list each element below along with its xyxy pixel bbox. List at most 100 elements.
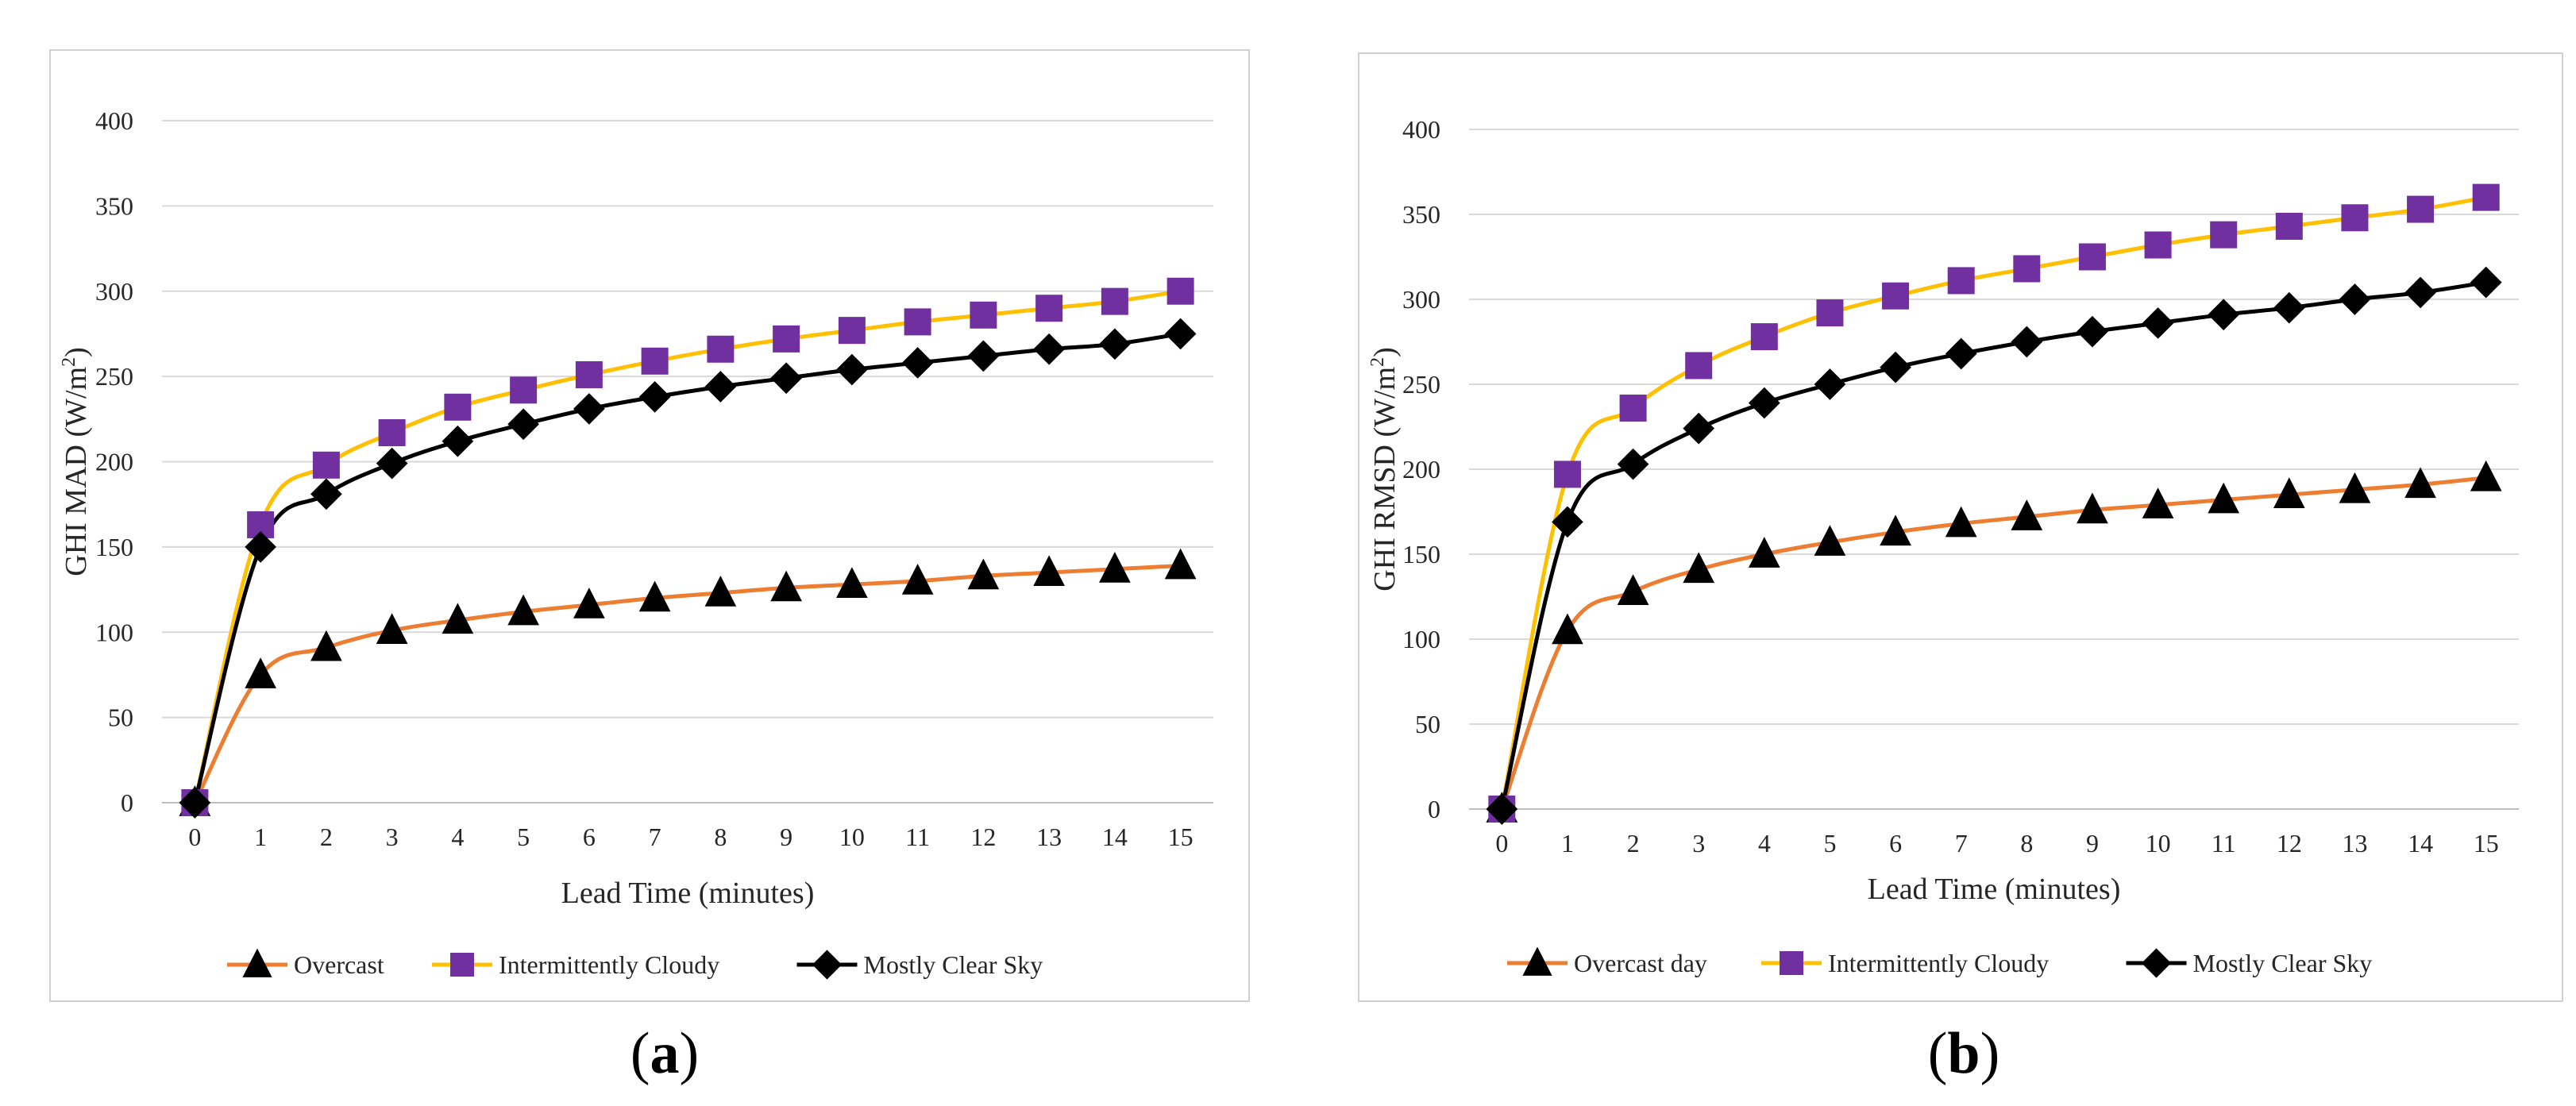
chart-a-x-tick-label: 14: [1102, 823, 1128, 851]
chart-b-y-tick-label: 250: [1402, 370, 1440, 399]
chart-b-point-2-3: [1685, 352, 1713, 380]
chart-a-point-3-14: [1099, 328, 1131, 360]
chart-b-point-2-1: [1553, 461, 1581, 488]
chart-b-y-tick-label: 400: [1402, 115, 1440, 144]
chart-b-y-tick-label: 150: [1402, 540, 1440, 568]
chart-a-point-2-15: [1167, 277, 1194, 305]
chart-b-point-2-9: [2078, 243, 2106, 271]
chart-a-legend-item-3: Mostly Clear Sky: [796, 950, 1043, 980]
chart-a-point-1-12: [967, 558, 1000, 590]
chart-b-y-tick-label: 200: [1402, 455, 1440, 484]
chart-a-point-2-11: [904, 308, 931, 336]
chart-a-series-markers-3: [179, 318, 1197, 819]
chart-b-point-1-6: [1880, 514, 1911, 546]
chart-a-legend-swatch-marker: [242, 948, 272, 977]
chart-a-point-3-10: [836, 353, 868, 386]
chart-panel-b: 0 50 100 150 200 250 300 350 400 0 1 2 3 4 5 6 7 8 9 10 11 12…: [1358, 52, 2563, 1002]
chart-a-point-3-7: [638, 381, 671, 413]
chart-a-point-2-2: [312, 451, 340, 479]
chart-a-x-tick-label: 2: [320, 823, 333, 851]
chart-a-point-3-5: [507, 408, 539, 441]
chart-a-point-1-9: [770, 570, 802, 602]
chart-a-point-1-11: [901, 564, 934, 595]
chart-a-point-2-6: [575, 360, 603, 388]
chart-b-x-tick-label: 9: [2086, 829, 2099, 857]
chart-b-series-markers-2: [1488, 183, 2500, 823]
chart-a-y-tick-label: 50: [108, 703, 133, 732]
chart-b-x-tick-label: 7: [1955, 829, 1968, 857]
chart-a-legend-swatch-marker: [450, 953, 474, 977]
chart-b-x-tick-label: 15: [2474, 829, 2499, 857]
chart-a-point-1-3: [376, 613, 408, 644]
chart-b-y-axis-title: GHI RMSD (W/m2): [1367, 347, 1402, 592]
chart-b-legend-swatch-marker: [1522, 946, 1552, 976]
chart-a-point-2-14: [1101, 287, 1128, 315]
chart-a-point-1-6: [573, 588, 605, 619]
chart-a-point-2-5: [510, 376, 538, 404]
caption-a-letter: a: [650, 1021, 680, 1086]
chart-b-y-axis-title-main: GHI RMSD (W/m: [1368, 367, 1402, 592]
chart-b-point-2-15: [2472, 183, 2500, 211]
chart-b-point-2-2: [1619, 394, 1647, 422]
chart-b-point-2-10: [2144, 231, 2172, 259]
chart-b-point-2-8: [2013, 255, 2041, 283]
chart-b-legend-swatch-marker: [1780, 951, 1803, 975]
chart-b-point-1-13: [2339, 472, 2371, 503]
chart-b-point-3-0: [1486, 793, 1518, 825]
chart-b-point-3-10: [2142, 307, 2174, 339]
chart-b-point-1-7: [1945, 506, 1977, 538]
chart-a-y-axis-title: GHI MAD (W/m2): [59, 347, 93, 576]
chart-a-y-axis-title-main: GHI MAD (W/m: [60, 367, 93, 576]
chart-a-y-tick-label: 200: [95, 448, 133, 476]
chart-b-legend-item-3: Mostly Clear Sky: [2126, 948, 2373, 978]
chart-a-point-2-9: [773, 325, 800, 353]
chart-a-legend-label-2: Intermittently Cloudy: [499, 950, 719, 979]
chart-b-point-3-8: [2011, 326, 2043, 358]
chart-b-point-3-11: [2208, 299, 2240, 331]
chart-b-point-1-15: [2470, 460, 2502, 491]
chart-a-y-tick-label: 300: [95, 277, 133, 306]
chart-b-point-1-2: [1617, 574, 1649, 605]
chart-b-point-2-4: [1750, 323, 1778, 351]
chart-b-point-1-4: [1748, 537, 1780, 568]
chart-b-x-tick-label: 3: [1692, 829, 1705, 857]
chart-b-legend-swatch-marker: [2141, 948, 2172, 978]
chart-a-x-tick-label: 10: [839, 823, 865, 851]
chart-b-point-1-8: [2011, 499, 2043, 530]
chart-b-y-tick-label: 50: [1415, 710, 1440, 738]
chart-b-y-axis-title-close: ): [1368, 347, 1402, 357]
chart-b-point-1-1: [1552, 613, 1583, 645]
chart-b-point-2-12: [2275, 212, 2303, 240]
chart-b-x-axis-title: Lead Time (minutes): [1868, 873, 2121, 906]
chart-a-series-line-1: [193, 564, 1181, 804]
chart-b-legend-label-3: Mostly Clear Sky: [2193, 949, 2373, 977]
chart-b-x-tick-label: 8: [2020, 829, 2033, 857]
chart-a-legend-label-1: Overcast: [294, 950, 384, 979]
chart-a-point-2-4: [444, 393, 472, 421]
chart-a-x-tick-label: 3: [386, 823, 399, 851]
chart-b-point-3-12: [2273, 291, 2305, 324]
chart-a-point-3-3: [376, 447, 408, 480]
chart-a-x-tick-label: 9: [780, 823, 792, 851]
chart-a-point-1-15: [1164, 548, 1197, 580]
chart-a-point-2-10: [838, 317, 866, 345]
chart-b-x-tick-label: 11: [2212, 829, 2236, 857]
chart-b-x-tick-label: 6: [1889, 829, 1902, 857]
chart-a-point-2-13: [1035, 295, 1063, 322]
chart-a-y-tick-label: 250: [95, 362, 133, 391]
chart-b-point-3-3: [1683, 412, 1715, 445]
chart-b-point-3-4: [1748, 387, 1780, 419]
chart-a-y-tick-label: 350: [95, 191, 133, 220]
chart-a-series-markers-2: [181, 277, 1194, 816]
caption-a: (a): [630, 1021, 700, 1086]
chart-a-y-tick-label: 0: [121, 788, 133, 817]
chart-a-point-3-12: [967, 340, 1000, 372]
chart-b-point-1-9: [2077, 492, 2108, 524]
chart-b-point-2-7: [1947, 267, 1975, 295]
chart-a-point-1-13: [1033, 555, 1065, 586]
chart-b-x-tick-label: 2: [1627, 829, 1640, 857]
chart-a-x-tick-label: 4: [451, 823, 464, 851]
chart-a-x-tick-label: 6: [583, 823, 596, 851]
chart-a-series-markers-1: [179, 548, 1197, 816]
